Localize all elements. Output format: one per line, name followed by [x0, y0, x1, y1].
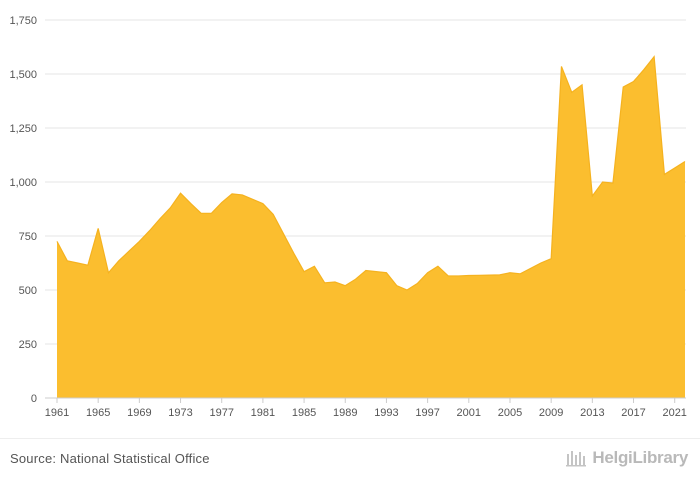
y-tick-label: 1,250	[9, 123, 37, 135]
y-tick-label: 1,000	[9, 177, 37, 189]
x-tick-label: 2017	[621, 407, 645, 419]
y-tick-label: 500	[19, 285, 37, 297]
x-tick-label: 1961	[45, 407, 69, 419]
x-tick-label: 1973	[168, 407, 192, 419]
footer-divider	[0, 438, 700, 439]
x-tick-label: 1989	[333, 407, 357, 419]
x-tick-label: 1993	[374, 407, 398, 419]
x-tick-label: 2001	[457, 407, 481, 419]
x-tick-label: 1977	[209, 407, 233, 419]
y-tick-label: 1,750	[9, 15, 37, 27]
y-tick-label: 1,500	[9, 69, 37, 81]
x-tick-label: 1965	[86, 407, 110, 419]
x-tick-label: 1969	[127, 407, 151, 419]
area-chart: 0 250 500 750 1,000 1,250 1,500 1,750 1961 1965 19…	[9, 15, 686, 419]
y-tick-label: 750	[19, 231, 37, 243]
x-tick-label: 2009	[539, 407, 563, 419]
library-icon	[566, 451, 587, 467]
y-tick-label: 0	[31, 393, 37, 405]
x-tick-label: 1985	[292, 407, 316, 419]
y-tick-label: 250	[19, 339, 37, 351]
brand-logo[interactable]: HelgiLibrary	[566, 448, 688, 468]
x-tick-label: 1981	[251, 407, 275, 419]
x-tick-label: 1997	[415, 407, 439, 419]
x-tick-label: 2005	[498, 407, 522, 419]
area-series-line	[56, 55, 686, 291]
area-series	[57, 56, 685, 398]
brand-name: HelgiLibrary	[592, 448, 688, 467]
source-note: Source: National Statistical Office	[10, 451, 210, 466]
x-tick-label: 2013	[580, 407, 604, 419]
x-tick-label: 2021	[662, 407, 686, 419]
